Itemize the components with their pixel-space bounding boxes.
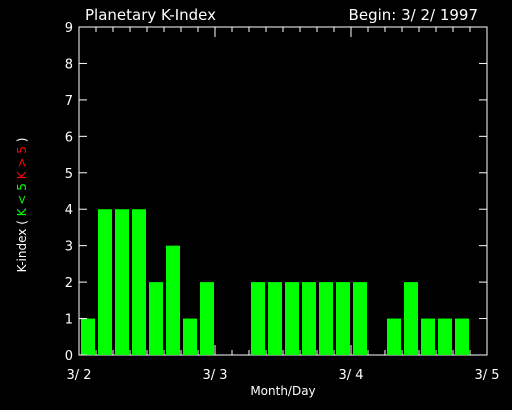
x-axis-label: Month/Day — [250, 384, 315, 398]
bar-16 — [353, 282, 367, 355]
bar-14 — [319, 282, 333, 355]
bar-22 — [455, 318, 469, 355]
bar-11 — [268, 282, 282, 355]
x-tick-label: 3/ 2 — [66, 368, 91, 383]
bar-7 — [200, 282, 214, 355]
y-axis-label: K-index ( K < 5 K > 5 ) — [15, 138, 29, 273]
y-label-part: ( — [15, 220, 29, 229]
y-label-part: ) — [15, 138, 29, 147]
bar-1 — [98, 209, 112, 355]
bar-3 — [132, 209, 146, 355]
x-tick-label: 3/ 3 — [202, 368, 227, 383]
y-tick-label: 1 — [65, 313, 73, 328]
bar-6 — [183, 318, 197, 355]
bar-13 — [302, 282, 316, 355]
bar-2 — [115, 209, 129, 355]
bar-19 — [404, 282, 418, 355]
bar-4 — [149, 282, 163, 355]
y-tick-label: 0 — [65, 349, 73, 364]
x-tick-label: 3/ 5 — [474, 368, 499, 383]
bar-12 — [285, 282, 299, 355]
bar-20 — [421, 318, 435, 355]
bar-15 — [336, 282, 350, 355]
y-tick-label: 4 — [65, 203, 73, 218]
y-tick-label: 8 — [65, 57, 73, 72]
y-tick-label: 7 — [65, 94, 73, 109]
bars — [81, 209, 469, 355]
y-axis: 0 1 2 3 4 5 6 7 8 9 — [65, 21, 487, 364]
bar-21 — [438, 318, 452, 355]
y-tick-label: 6 — [65, 130, 73, 145]
y-tick-label: 9 — [65, 21, 73, 36]
bar-18 — [387, 318, 401, 355]
y-label-part: K > 5 — [15, 146, 29, 183]
y-tick-label: 3 — [65, 240, 73, 255]
bar-5 — [166, 245, 180, 355]
x-axis: 3/ 2 3/ 3 3/ 4 3/ 5 — [66, 27, 500, 383]
y-label-part: K-index — [15, 229, 29, 273]
bar-0 — [81, 318, 95, 355]
y-tick-label: 2 — [65, 276, 73, 291]
begin-date-label: Begin: 3/ 2/ 1997 — [349, 6, 478, 24]
chart-title: Planetary K-Index — [85, 6, 216, 24]
plot-area: 0 1 2 3 4 5 6 7 8 9 3/ 2 3/ 3 3/ 4 3/ 5 — [65, 21, 500, 383]
x-tick-label: 3/ 4 — [338, 368, 363, 383]
y-label-part: K < 5 — [15, 183, 29, 220]
y-tick-label: 5 — [65, 167, 73, 182]
bar-10 — [251, 282, 265, 355]
